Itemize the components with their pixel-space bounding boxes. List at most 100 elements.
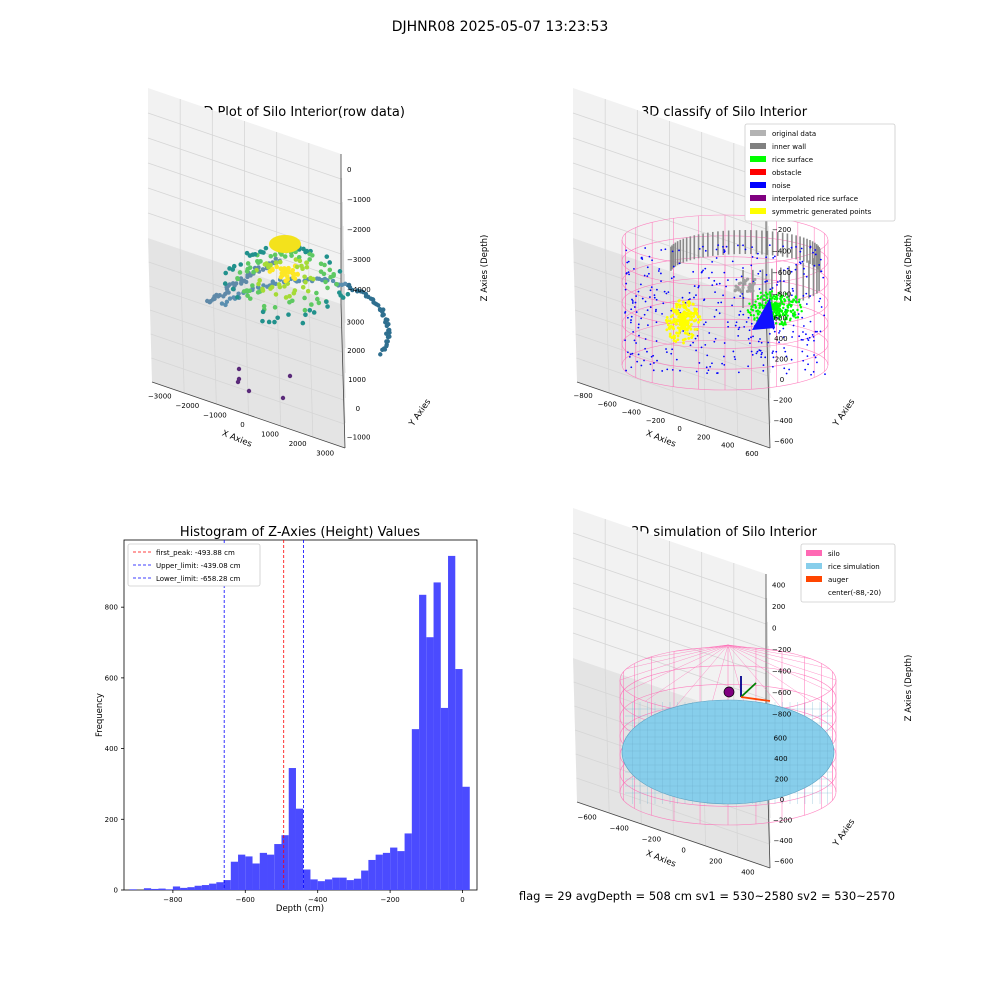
noise-point [681,296,684,299]
noise-point [747,316,750,319]
data-point [327,260,333,265]
noise-point [665,348,667,350]
rice-surface-point [749,313,753,317]
panel4-legend-label: silo [828,550,840,558]
data-point [268,253,274,259]
noise-point [716,372,718,375]
data-point [303,279,308,285]
noise-point [742,313,745,316]
data-point [256,260,261,265]
data-point [286,312,291,317]
panel3-title: Histogram of Z-Axies (Height) Values [180,525,420,540]
original-point [736,285,740,290]
noise-point [695,294,697,296]
noise-point [800,338,803,341]
noise-point [756,350,759,353]
rice-surface-point [764,301,768,305]
rice-surface-point [775,295,778,298]
noise-point [776,284,778,286]
noise-point [723,363,726,366]
data-point [259,249,264,255]
panel1-x-tick: 1000 [261,430,279,438]
hist-bar [223,880,231,890]
hist-bar [339,877,347,890]
noise-point [704,343,707,346]
noise-point [812,336,815,338]
rice-surface-point [756,297,760,301]
noise-point [788,368,791,371]
hist-bar [419,594,427,890]
x-axis-line [151,381,346,449]
data-point [292,272,297,277]
data-point [260,309,266,315]
data-point [387,327,392,333]
auger-axis-y [740,682,757,698]
noise-point [670,352,673,355]
silo-wireframe-line [621,235,829,287]
center-marker [723,686,735,698]
data-point [223,302,228,308]
noise-point [643,274,646,277]
noise-point [650,286,653,289]
noise-point [704,267,707,270]
noise-point [625,272,628,274]
noise-point [626,316,629,319]
silo-wireframe-line [673,644,729,709]
data-point [318,261,324,267]
noise-point [671,368,674,371]
symmetric-point [677,331,681,335]
noise-point [778,330,781,332]
data-point [378,352,383,357]
rice-surface-point [768,291,772,294]
noise-point [756,257,759,260]
original-point [733,289,737,293]
panel1-zlabel: Z Axies (Depth) [480,235,490,302]
data-point [302,307,308,313]
data-point [274,264,280,270]
symmetric-point [675,331,679,335]
noise-point [806,355,809,358]
panel4-y-tick: −200 [773,817,792,825]
data-point [334,281,339,287]
panel4-y-tick: 0 [780,796,784,804]
rice-surface-point [764,291,768,294]
hist-bar [375,854,383,890]
noise-point [628,355,631,358]
data-point [261,283,266,288]
rice-surface-point [792,298,796,302]
noise-point [703,299,705,302]
noise-point [631,298,633,301]
hist-bar [201,885,210,890]
hist-bar [143,888,152,890]
hist-y-tick-label: 0 [114,887,118,895]
noise-point [732,350,735,353]
rice-surface-point [756,316,759,319]
noise-point [819,297,822,300]
noise-point [656,359,658,362]
hist-bar [230,861,239,890]
silo-wireframe-line [621,298,829,349]
rice-surface-point [766,293,769,296]
data-point [304,260,309,266]
panel2-x-tick: 400 [721,442,734,450]
noise-point [651,259,653,262]
noise-point [792,290,795,292]
symmetric-point [668,319,672,323]
noise-point [737,244,739,247]
rice-surface-point [756,294,759,298]
noise-point [723,355,725,358]
panel4-z-tick: −800 [772,710,791,718]
noise-point [797,313,800,315]
symmetric-point [697,320,700,324]
symmetric-point [690,335,694,339]
data-point [256,281,261,287]
noise-point [631,300,634,302]
noise-point [708,332,711,334]
data-point [340,295,346,300]
data-point [339,282,345,287]
panel4-zlabel: Z Axies (Depth) [904,655,914,722]
data-point [303,312,308,318]
noise-point [802,339,804,341]
rice-surface-point [780,300,784,303]
noise-point [738,314,741,316]
